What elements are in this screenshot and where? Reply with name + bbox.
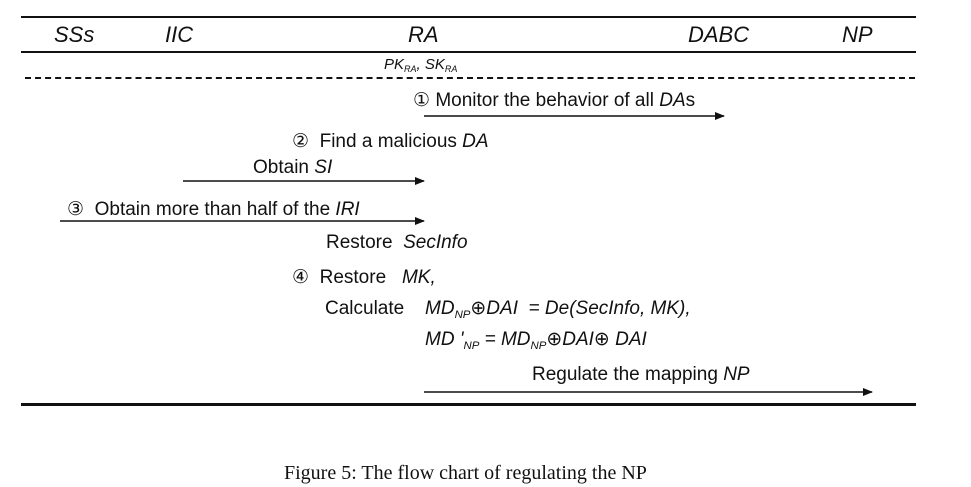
calc-md-sub: NP: [454, 308, 471, 321]
step4-number: ④: [292, 266, 310, 288]
party-sss: SSs: [54, 22, 95, 47]
dashed-separator: [25, 77, 915, 79]
step2-label: ② Find a malicious DA: [292, 130, 489, 152]
step2-text-italic: DA: [462, 131, 489, 152]
calc-md: MD: [425, 298, 455, 319]
step2-text: Find a malicious: [309, 131, 463, 152]
header-rule: [21, 51, 916, 53]
restore-secinfo-label: Restore SecInfo: [326, 233, 468, 252]
pk-label: PK: [384, 56, 405, 73]
step1-label: ① Monitor the behavior of all DAs: [413, 89, 696, 111]
top-rule: [21, 16, 916, 18]
regulate-text: Regulate the mapping: [532, 364, 724, 385]
step3-label: ③ Obtain more than half of the IRI: [67, 198, 360, 220]
pk-sub: RA: [404, 64, 417, 75]
calc-rest: ⊕DAI = De(SecInfo, MK),: [470, 298, 691, 319]
restore-secinfo-text: Restore: [326, 232, 404, 253]
step1-text: Monitor the behavior of all: [430, 90, 660, 111]
bottom-rule: [21, 403, 916, 406]
obtain-si-text: Obtain: [253, 157, 315, 178]
mdp-sub2: NP: [530, 339, 547, 352]
calculate-word: Calculate: [325, 298, 405, 319]
md-prime-formula: MD 'NP = MDNP⊕DAI⊕ DAI: [425, 330, 647, 352]
mdp-md: MD ': [425, 329, 464, 350]
regulate-label: Regulate the mapping NP: [532, 365, 750, 384]
ra-keys: PKRA, SKRA: [382, 56, 461, 77]
regulate-italic: NP: [723, 364, 750, 385]
step1-text-end: s: [685, 90, 696, 111]
party-iic: IIC: [165, 22, 194, 47]
step1-text-italic: DA: [659, 90, 686, 111]
step4-text: Restore: [309, 267, 402, 288]
figure-caption: Figure 5: The flow chart of regulating t…: [284, 462, 647, 484]
key-separator: ,: [416, 56, 425, 73]
party-np: NP: [842, 22, 873, 47]
obtain-si-label: Obtain SI: [253, 158, 332, 177]
sk-sub: RA: [444, 64, 458, 75]
mdp-sub1: NP: [463, 339, 480, 352]
mdp-rest: ⊕DAI⊕ DAI: [546, 329, 647, 350]
step3-number: ③: [67, 198, 85, 220]
step3-text: Obtain more than half of the: [84, 199, 336, 220]
party-ra: RA: [408, 22, 439, 47]
party-dabc: DABC: [688, 22, 750, 47]
sk-label: SK: [424, 56, 445, 73]
step1-number: ①: [413, 89, 431, 111]
step4-label: ④ Restore MK,: [292, 266, 436, 288]
obtain-si-italic: SI: [314, 157, 333, 178]
step2-number: ②: [292, 130, 310, 152]
calculate-formula: MDNP⊕DAI = De(SecInfo, MK),: [425, 299, 691, 321]
mdp-eq: = MD: [479, 329, 531, 350]
restore-secinfo-italic: SecInfo: [403, 232, 468, 253]
step3-text-italic: IRI: [335, 199, 360, 220]
calculate-label: Calculate: [325, 299, 404, 318]
step4-text-italic: MK,: [401, 267, 436, 288]
